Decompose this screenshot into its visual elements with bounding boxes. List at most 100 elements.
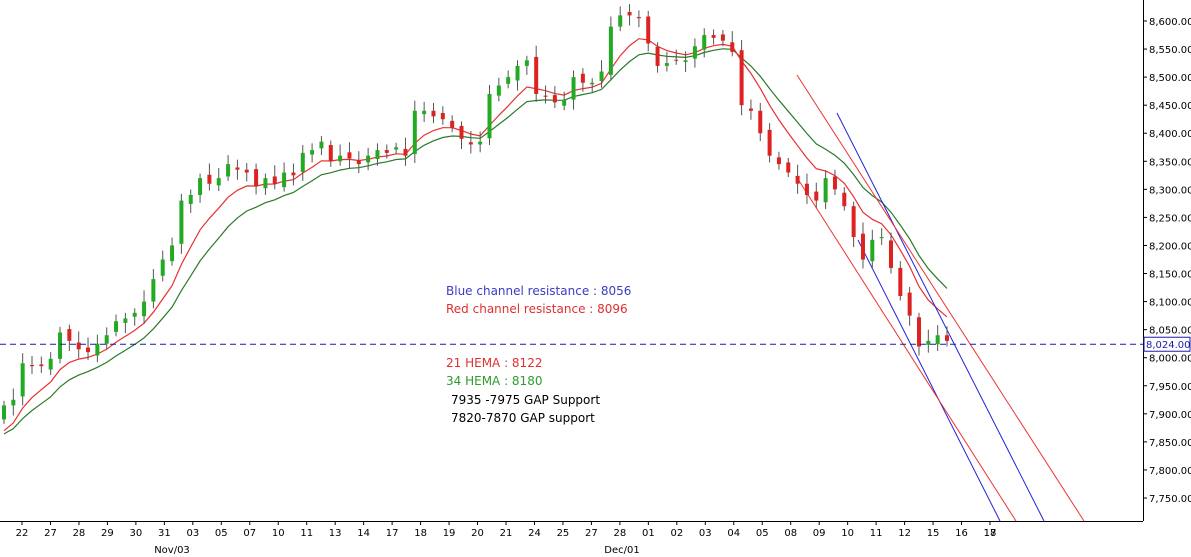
candle-body — [394, 147, 399, 150]
candle — [263, 173, 268, 195]
candle — [515, 60, 520, 91]
candle — [907, 286, 912, 326]
candle-body — [524, 60, 529, 66]
candle — [104, 327, 109, 350]
candle-body — [907, 292, 912, 316]
candle — [795, 164, 800, 194]
y-tick-label: 7,950.00 — [1149, 382, 1191, 393]
candle-body — [459, 125, 464, 139]
x-tick-label: 17 — [984, 528, 997, 539]
x-tick-label: 07 — [243, 528, 256, 539]
x-tick-label: 01 — [642, 528, 655, 539]
candle — [524, 55, 529, 75]
candle — [440, 106, 445, 125]
candle — [468, 130, 473, 154]
candle — [254, 163, 259, 195]
candle-body — [76, 342, 81, 350]
candle — [310, 143, 315, 163]
candle-body — [618, 15, 623, 27]
candle — [860, 222, 865, 269]
candle — [935, 325, 940, 351]
candle-body — [412, 110, 417, 154]
x-tick-label: 11 — [870, 528, 883, 539]
candle — [431, 102, 436, 124]
candle-body — [935, 335, 940, 345]
candle-body — [356, 160, 361, 165]
x-tick-label: 19 — [443, 528, 456, 539]
candle-body — [58, 332, 63, 359]
y-tick-label: 8,250.00 — [1149, 213, 1191, 224]
candle-body — [366, 155, 371, 163]
candle-body — [636, 17, 641, 19]
x-tick-label: 31 — [158, 528, 171, 539]
candle-body — [945, 335, 949, 341]
candle-body — [496, 85, 501, 96]
ema34-line — [3, 48, 948, 435]
candle-body — [888, 240, 893, 268]
price-tag-box — [1143, 336, 1191, 352]
candle-body — [67, 329, 72, 341]
x-tick-label: 22 — [16, 528, 29, 539]
candle — [39, 356, 44, 373]
y-tick-label: 8,200.00 — [1149, 241, 1191, 252]
candle — [851, 201, 856, 248]
x-tick-label: 16 — [955, 528, 968, 539]
candle-body — [590, 82, 595, 85]
candle-body — [711, 35, 716, 38]
ema21-label: 21 HEMA : 8122 — [446, 356, 543, 370]
candle — [226, 155, 231, 181]
candle-body — [515, 65, 520, 81]
candle-body — [282, 172, 287, 188]
candle-body — [916, 317, 921, 347]
candle-body — [132, 312, 137, 317]
red-channel-upper — [796, 74, 1085, 522]
candle-body — [468, 142, 473, 145]
candle — [179, 193, 184, 254]
x-tick-label: 13 — [329, 528, 342, 539]
candle-body — [580, 73, 585, 83]
x-tick-label: 24 — [528, 528, 541, 539]
candle — [945, 326, 949, 347]
gap-support-2-label: 7820-7870 GAP support — [451, 411, 595, 425]
candle-body — [216, 178, 221, 186]
candlesticks — [2, 4, 949, 424]
candle-body — [431, 110, 436, 117]
candle-body — [170, 245, 175, 262]
x-tick-label: 10 — [841, 528, 854, 539]
candle — [748, 99, 753, 120]
candle-body — [95, 343, 100, 356]
x-tick-label: 02 — [670, 528, 683, 539]
candle — [291, 163, 296, 186]
blue-channel-resistance-label: Blue channel resistance : 8056 — [446, 284, 632, 298]
candle — [394, 142, 399, 154]
candle — [534, 45, 539, 102]
candle-body — [627, 12, 632, 16]
candle — [422, 101, 427, 123]
candle — [571, 70, 576, 110]
x-tick-label: 28 — [614, 528, 627, 539]
candle — [580, 68, 585, 92]
candle — [590, 78, 595, 93]
candle — [11, 388, 16, 416]
candle — [244, 162, 249, 182]
candle — [823, 170, 828, 209]
candle — [767, 123, 772, 163]
candle — [347, 142, 352, 169]
candle-body — [795, 175, 800, 184]
candle-body — [814, 191, 819, 201]
candle — [412, 100, 417, 163]
candle-body — [450, 120, 455, 128]
candle — [366, 147, 371, 171]
candle — [916, 312, 921, 356]
ema34-label: 34 HEMA : 8180 — [446, 374, 543, 388]
candle — [459, 121, 464, 149]
candle-body — [534, 56, 539, 94]
candle-body — [235, 167, 240, 170]
candle — [702, 28, 707, 58]
candle-body — [319, 141, 324, 149]
candle-body — [851, 206, 856, 238]
candle — [655, 42, 660, 73]
candle-body — [328, 145, 333, 162]
candle — [711, 29, 716, 45]
